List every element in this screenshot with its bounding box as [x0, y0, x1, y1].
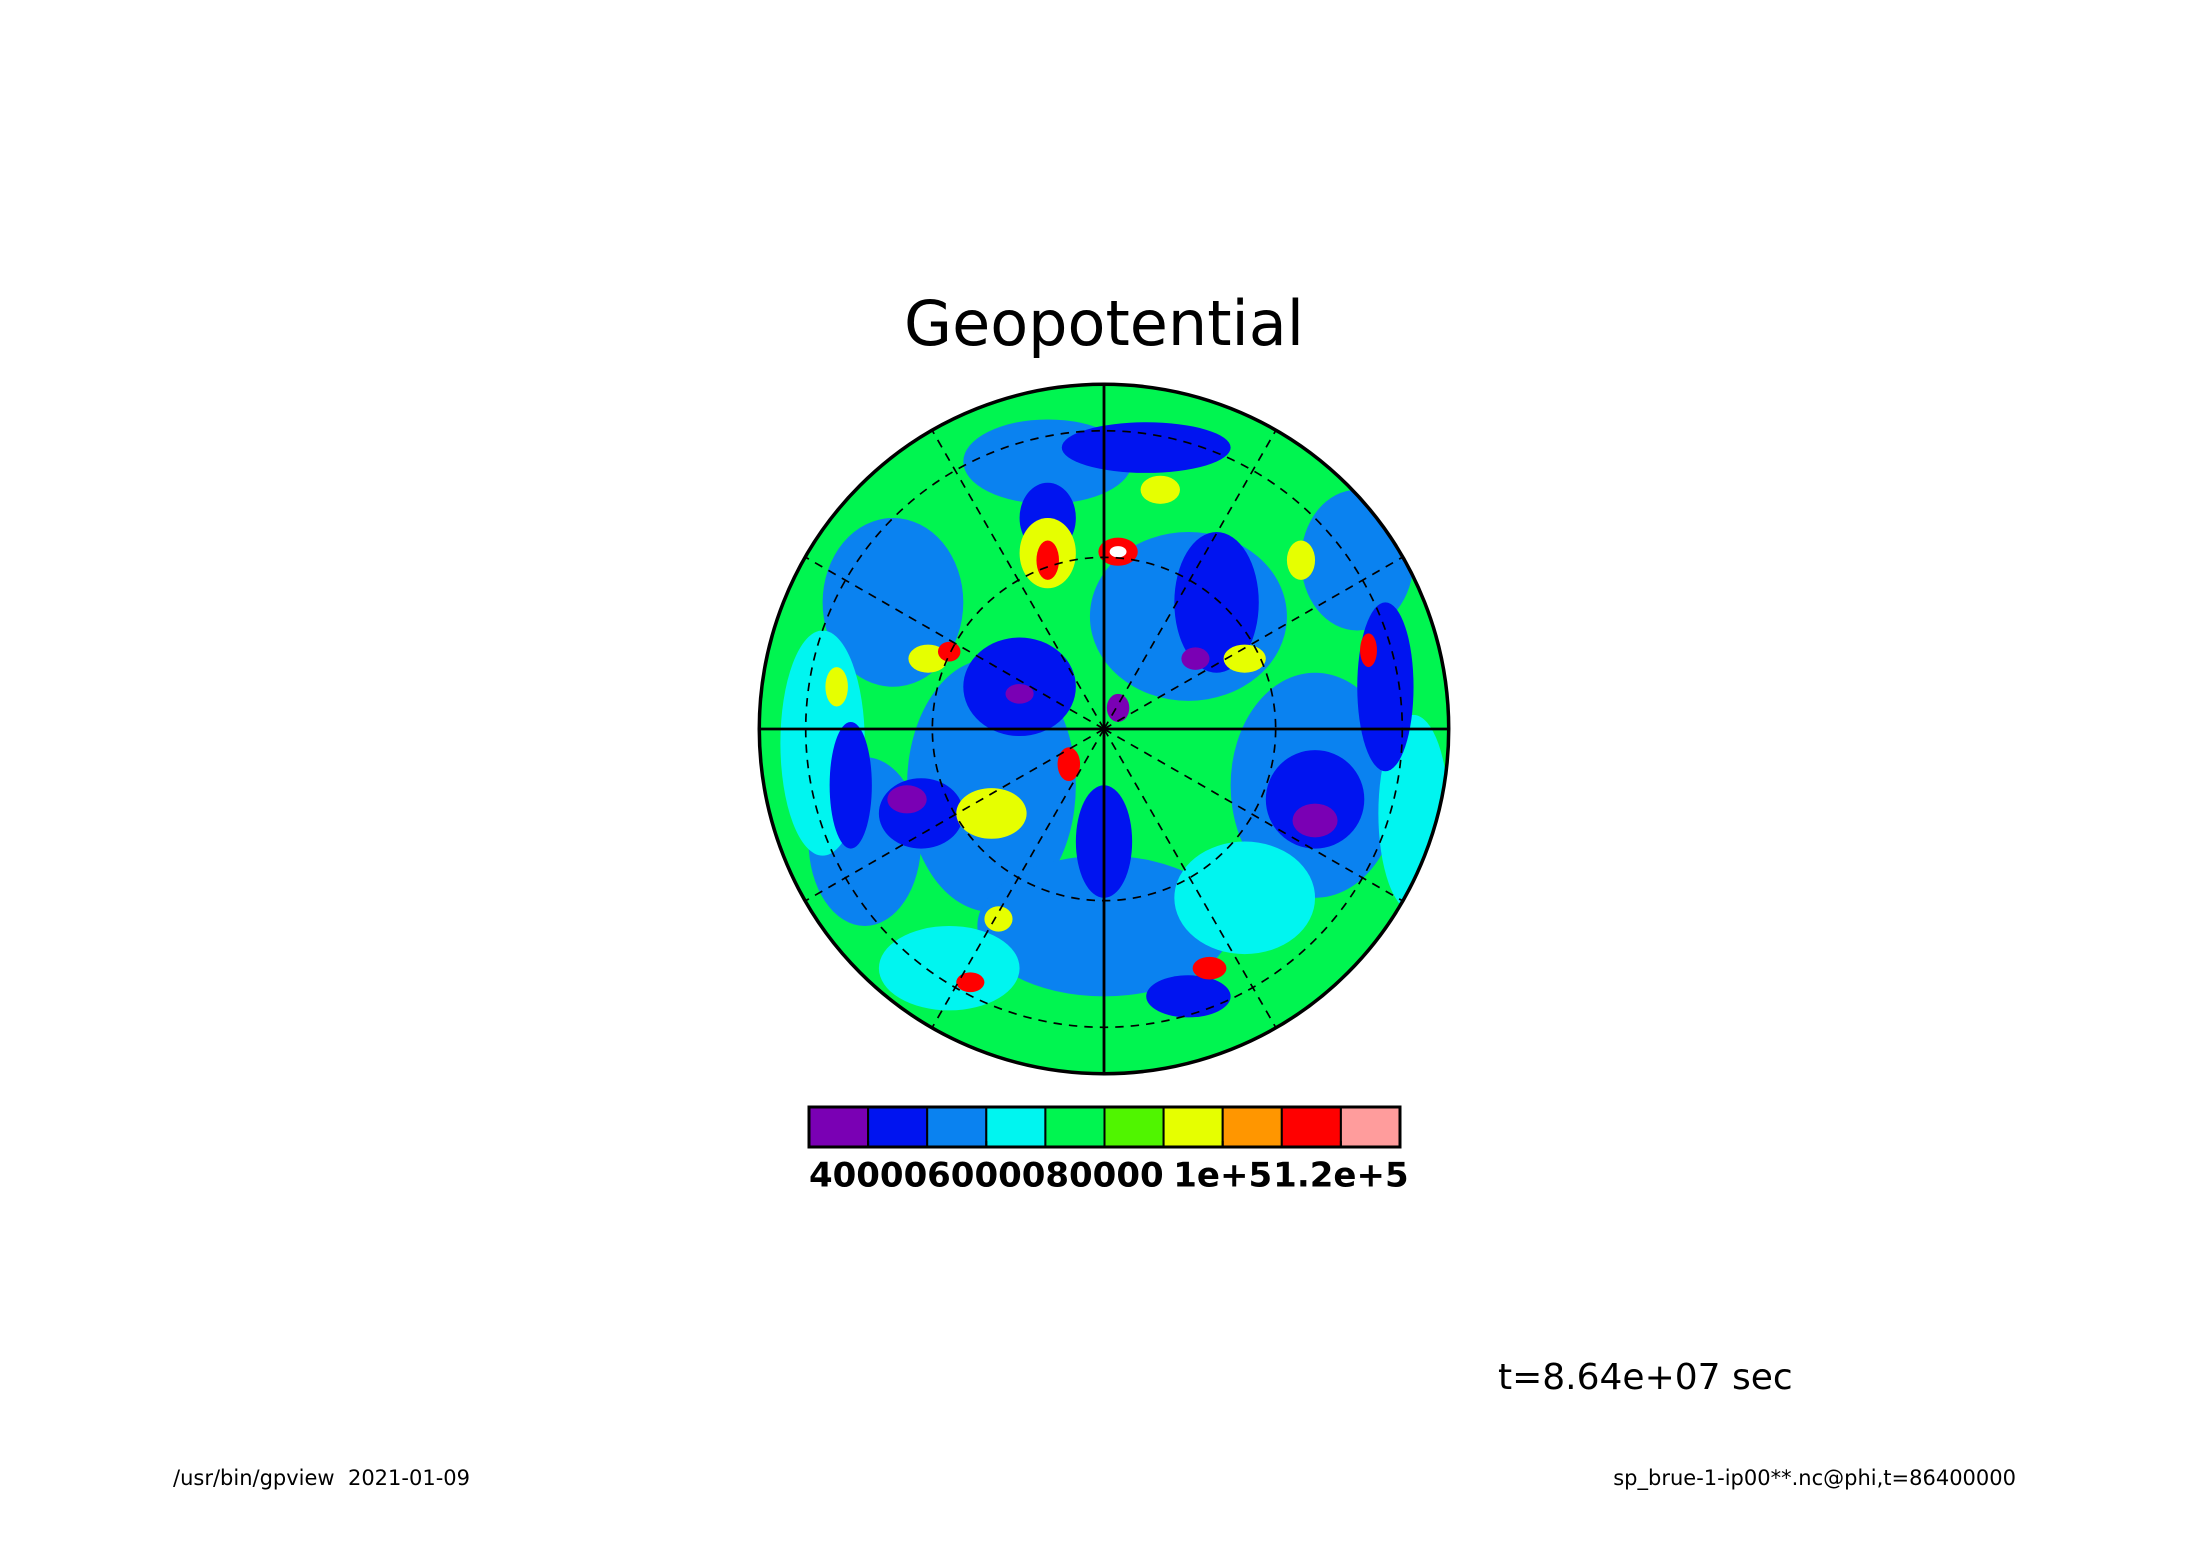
x-tick-label: 1e+5	[1173, 1156, 1272, 1196]
color-box	[1339, 1106, 1402, 1148]
time-label: t=8.64e+07 sec	[1498, 1357, 1793, 1398]
color-box	[1221, 1106, 1283, 1148]
x-tick-label: 60000	[927, 1156, 1045, 1196]
x-tick-label: 40000	[809, 1156, 927, 1196]
x-tick-label: 1.2e+5	[1273, 1156, 1408, 1196]
color-box	[1280, 1106, 1342, 1148]
map-border	[757, 382, 1451, 1076]
color-box	[808, 1106, 870, 1148]
footer-left: /usr/bin/gpview 2021-01-09	[173, 1466, 470, 1490]
polar-map	[757, 382, 1451, 1076]
color-box	[985, 1106, 1047, 1148]
color-box	[1044, 1106, 1106, 1148]
x-tick-label: 80000	[1045, 1156, 1163, 1196]
color-box	[1103, 1106, 1165, 1148]
axes-cross	[759, 384, 1449, 1074]
colorbar: 40000 60000 80000 1e+5 1.2e+5	[807, 1105, 1409, 1196]
chart-title: Geopotential	[904, 287, 1304, 360]
footer-right: sp_brue-1-ip00**.nc@phi,t=86400000	[1613, 1466, 2016, 1491]
color-box	[867, 1106, 929, 1148]
color-box	[926, 1106, 988, 1148]
color-box	[1162, 1106, 1224, 1148]
